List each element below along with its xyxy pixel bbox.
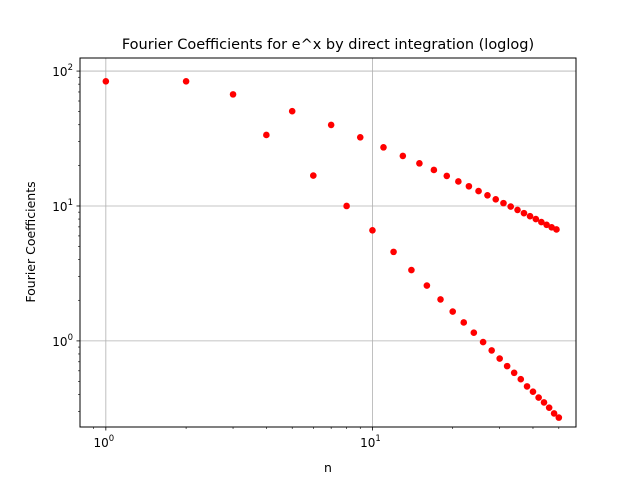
grid-lines [80,58,576,427]
data-point [510,369,518,377]
data-point [500,199,507,207]
data-point [479,338,487,346]
data-point [526,212,534,220]
data-point [475,187,482,195]
data-point [423,282,431,289]
data-point [492,196,500,203]
plot-frame [79,57,577,428]
data-point [517,375,525,383]
data-point [543,221,550,229]
data-point [263,131,270,139]
chart-title: Fourier Coefficients for e^x by direct i… [122,37,534,53]
data-point [514,206,521,214]
data-point [529,388,537,396]
data-point [455,178,462,185]
data-point [540,399,548,406]
data-point [327,121,335,129]
data-point [496,355,503,362]
data-point [523,383,531,390]
data-point [520,209,528,217]
data-point [288,107,296,115]
data-point [343,202,350,210]
data-point [507,203,515,210]
data-point [182,77,190,85]
y-tick-label: 101 [52,198,73,214]
data-point [229,91,237,98]
data-point [416,160,423,167]
y-axis-label: Fourier Coefficients [23,181,38,302]
x-axis-label: n [324,460,332,475]
data-point [430,166,438,174]
y-tick-label: 100 [52,333,73,349]
data-point [460,319,468,326]
axis-ticks: 100 101 100 101 102 [52,63,560,450]
data-point [369,227,376,234]
data-point [356,133,364,141]
data-point [408,266,415,274]
data-point [545,404,553,411]
data-points [102,77,563,421]
data-point [535,394,542,401]
data-point [399,152,407,160]
data-point [555,414,563,421]
data-point [553,226,560,233]
data-point [550,410,558,417]
data-point [443,172,451,180]
x-tick-label: 101 [360,434,381,450]
data-point [465,182,473,190]
data-point [390,248,397,256]
data-point [437,296,444,303]
data-point [102,77,110,85]
y-tick-label: 102 [52,63,73,79]
data-point [449,308,457,315]
data-point [503,362,511,370]
x-tick-label: 100 [93,434,114,450]
data-point [488,347,495,354]
data-point [538,218,545,226]
data-point [380,144,387,151]
data-point [484,192,491,199]
data-point [470,329,478,337]
data-point [532,215,540,223]
data-point [310,172,317,179]
